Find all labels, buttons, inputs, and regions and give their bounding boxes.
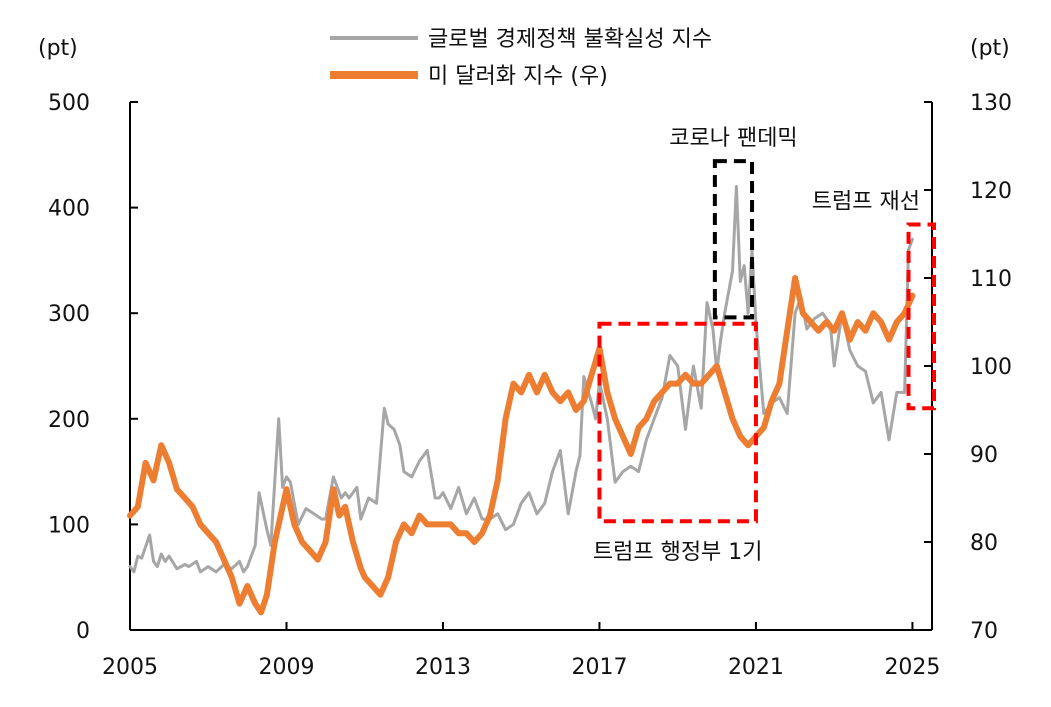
annotation-box (597, 321, 758, 524)
x-tick-label: 2017 (571, 655, 627, 680)
left-tick-label: 400 (48, 197, 90, 222)
right-tick-label: 130 (970, 91, 1012, 116)
x-tick-label: 2013 (415, 655, 471, 680)
right-tick-label: 120 (970, 179, 1012, 204)
legend: 글로벌 경제정책 불확실성 지수 미 달러화 지수 (우) (330, 27, 712, 89)
annotation-label: 코로나 팬데믹 (669, 126, 797, 151)
right-tick-label: 100 (970, 355, 1012, 380)
series-line-uncertainty (128, 185, 914, 574)
series-layer (127, 185, 916, 616)
annotation-box (712, 159, 755, 320)
axes: 0 100 200 300 400 500 70 80 90 100 110 120 130 2005… (48, 91, 1012, 680)
series-line-dollar (127, 275, 916, 616)
x-tick-label: 2005 (102, 655, 158, 680)
x-axis-ticks: 2005 2009 2013 2017 2021 2025 (102, 622, 940, 680)
left-tick-label: 200 (48, 408, 90, 433)
right-tick-label: 90 (970, 443, 998, 468)
legend-label-dollar: 미 달러화 지수 (우) (428, 64, 608, 89)
annotation-label: 트럼프 재선 (812, 189, 920, 214)
x-tick-label: 2009 (258, 655, 314, 680)
left-axis-unit: (pt) (38, 36, 78, 61)
left-tick-label: 100 (48, 513, 90, 538)
right-axis-unit: (pt) (970, 36, 1010, 61)
right-tick-label: 80 (970, 531, 998, 556)
x-tick-label: 2021 (728, 655, 784, 680)
legend-label-uncertainty: 글로벌 경제정책 불확실성 지수 (428, 27, 712, 52)
left-tick-label: 500 (48, 91, 90, 116)
right-axis-ticks: 70 80 90 100 110 120 130 (924, 91, 1012, 644)
right-tick-label: 70 (970, 619, 998, 644)
right-tick-label: 110 (970, 267, 1012, 292)
left-tick-label: 0 (76, 619, 90, 644)
x-tick-label: 2025 (884, 655, 940, 680)
annotation-box (906, 222, 937, 411)
annotation-label: 트럼프 행정부 1기 (593, 540, 763, 565)
left-tick-label: 300 (48, 302, 90, 327)
left-axis-ticks: 0 100 200 300 400 500 (48, 91, 138, 644)
